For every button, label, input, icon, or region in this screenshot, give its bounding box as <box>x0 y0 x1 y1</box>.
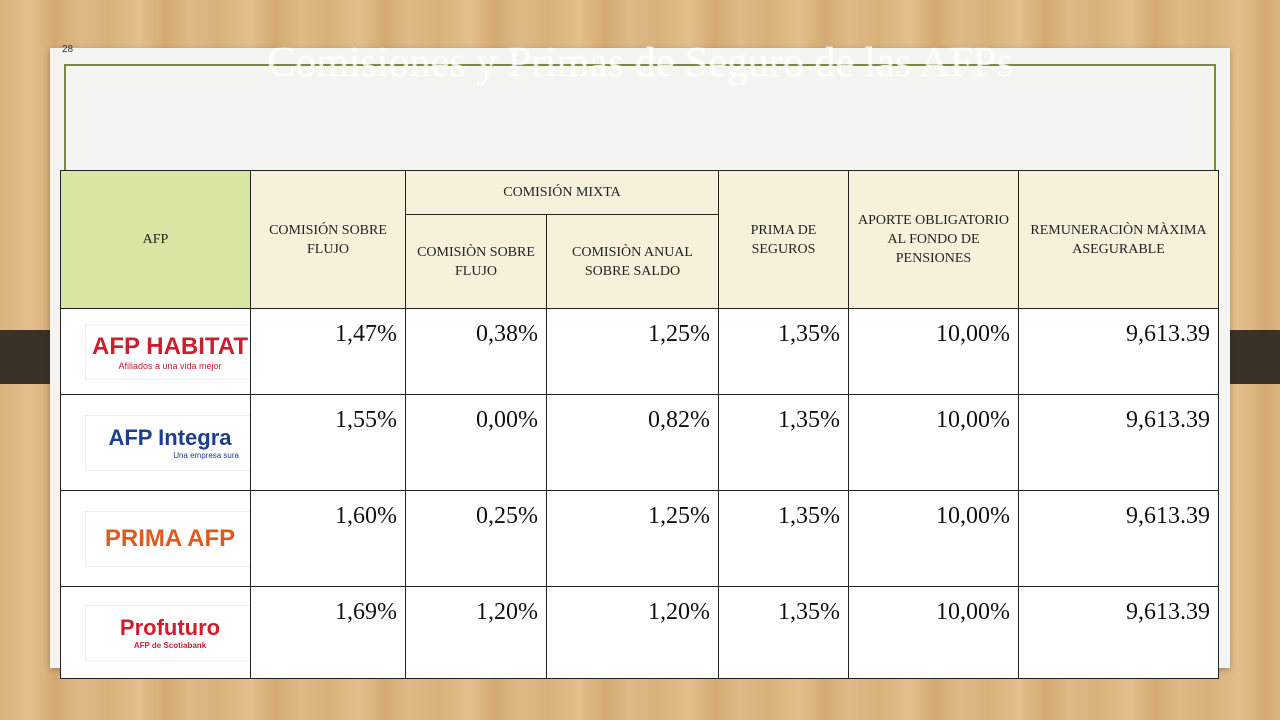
value-cell: 1,35% <box>718 490 849 587</box>
header-comision-mixta: COMISIÓN MIXTA <box>405 170 719 215</box>
afp-logo-cell: AFP Integra Una empresa sura <box>60 394 255 491</box>
value-cell: 1,55% <box>250 394 406 491</box>
value-cell: 1,35% <box>718 308 849 395</box>
commission-table: AFP COMISIÓN SOBRE FLUJO COMISIÓN MIXTA … <box>60 170 1219 679</box>
value-cell: 10,00% <box>848 586 1019 679</box>
value-cell: 1,35% <box>718 394 849 491</box>
habitat-logo: AFP HABITAT Afiliados a una vida mejor <box>85 323 255 380</box>
integra-logo: AFP Integra Una empresa sura <box>85 414 255 471</box>
value-cell: 0,82% <box>546 394 719 491</box>
value-cell: 9,613.39 <box>1018 394 1219 491</box>
value-cell: 1,20% <box>546 586 719 679</box>
header-afp: AFP <box>60 170 251 309</box>
value-cell: 9,613.39 <box>1018 586 1219 679</box>
value-cell: 1,69% <box>250 586 406 679</box>
header-mixta-flujo: COMISIÒN SOBRE FLUJO <box>405 214 547 309</box>
value-cell: 10,00% <box>848 490 1019 587</box>
slide-title: Comisiones y Primas de Seguro de las AFP… <box>267 40 1013 86</box>
table-row: Profuturo AFP de Scotiabank 1,69% 1,20% … <box>60 586 1219 679</box>
value-cell: 1,47% <box>250 308 406 395</box>
header-comision-flujo: COMISIÓN SOBRE FLUJO <box>250 170 406 309</box>
value-cell: 0,25% <box>405 490 547 587</box>
afp-logo-cell: Profuturo AFP de Scotiabank <box>60 586 255 679</box>
header-remuneracion: REMUNERACIÒN MÀXIMA ASEGURABLE <box>1018 170 1219 309</box>
value-cell: 0,00% <box>405 394 547 491</box>
header-aporte: APORTE OBLIGATORIO AL FONDO DE PENSIONES <box>848 170 1019 309</box>
value-cell: 10,00% <box>848 394 1019 491</box>
value-cell: 1,20% <box>405 586 547 679</box>
value-cell: 9,613.39 <box>1018 490 1219 587</box>
afp-logo-cell: AFP HABITAT Afiliados a una vida mejor <box>60 308 255 395</box>
page-number: 28 <box>62 44 74 55</box>
value-cell: 0,38% <box>405 308 547 395</box>
value-cell: 10,00% <box>848 308 1019 395</box>
header-prima-seguros: PRIMA DE SEGUROS <box>718 170 849 309</box>
table-row: AFP HABITAT Afiliados a una vida mejor 1… <box>60 308 1219 395</box>
table-row: PRIMA AFP 1,60% 0,25% 1,25% 1,35% 10,00%… <box>60 490 1219 587</box>
value-cell: 1,25% <box>546 490 719 587</box>
value-cell: 1,35% <box>718 586 849 679</box>
prima-logo: PRIMA AFP <box>85 510 255 567</box>
profuturo-logo: Profuturo AFP de Scotiabank <box>85 604 255 661</box>
afp-logo-cell: PRIMA AFP <box>60 490 255 587</box>
header-mixta-saldo: COMISIÒN ANUAL SOBRE SALDO <box>546 214 719 309</box>
table-row: AFP Integra Una empresa sura 1,55% 0,00%… <box>60 394 1219 491</box>
value-cell: 1,25% <box>546 308 719 395</box>
value-cell: 9,613.39 <box>1018 308 1219 395</box>
value-cell: 1,60% <box>250 490 406 587</box>
